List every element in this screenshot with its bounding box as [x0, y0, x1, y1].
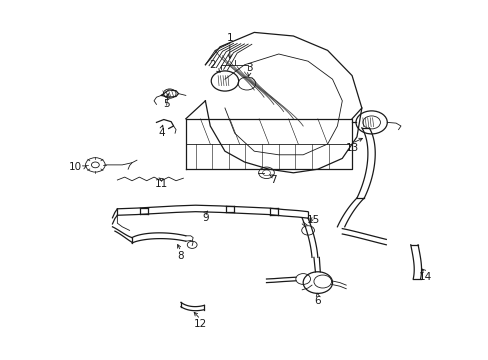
Text: 12: 12 — [193, 319, 207, 329]
Text: 13: 13 — [345, 143, 358, 153]
Text: 10: 10 — [69, 162, 82, 172]
Text: 14: 14 — [418, 272, 431, 282]
Text: 6: 6 — [314, 296, 321, 306]
Text: 3: 3 — [245, 63, 252, 73]
Text: 15: 15 — [305, 215, 319, 225]
Text: 9: 9 — [202, 213, 208, 223]
Text: 5: 5 — [163, 99, 169, 109]
Text: 2: 2 — [209, 60, 216, 70]
Text: 1: 1 — [226, 33, 233, 43]
Text: 4: 4 — [158, 128, 164, 138]
Text: 7: 7 — [270, 175, 277, 185]
Text: 11: 11 — [154, 179, 168, 189]
Text: 8: 8 — [177, 251, 184, 261]
